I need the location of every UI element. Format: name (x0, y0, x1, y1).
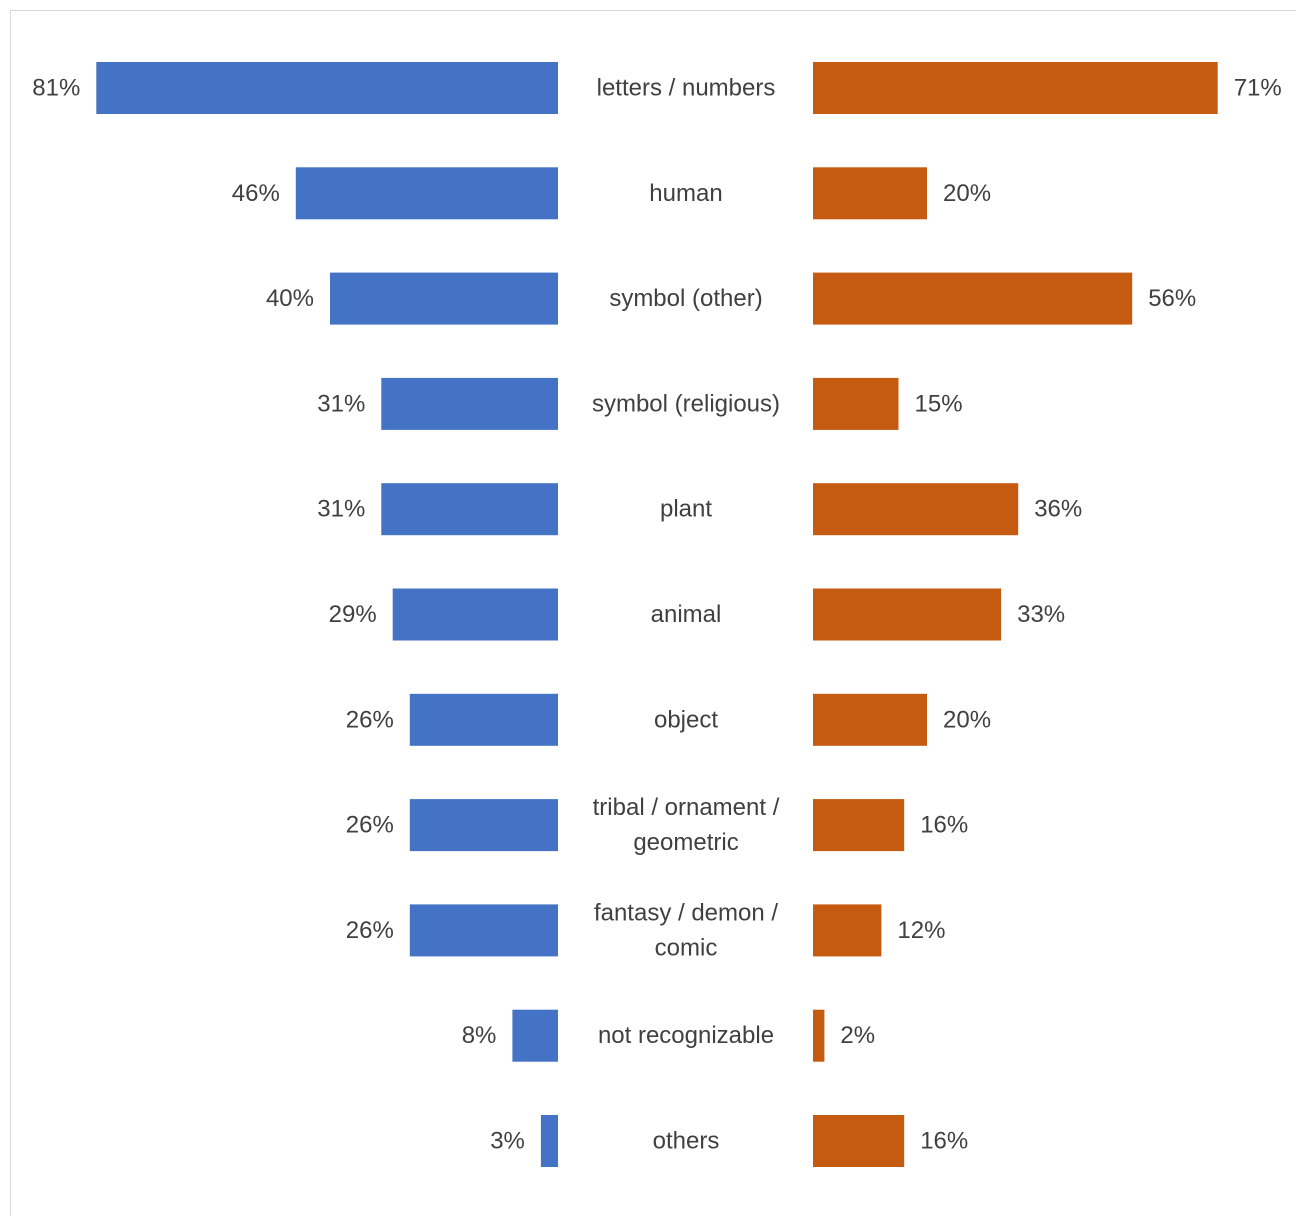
right-value-label: 56% (1148, 285, 1196, 312)
left-value-label: 3% (490, 1128, 525, 1155)
category-label: comic (655, 934, 718, 961)
right-value-label: 20% (943, 706, 991, 733)
right-bar (813, 167, 927, 220)
category-label: tribal / ornament / (593, 794, 780, 821)
category-label: animal (651, 601, 722, 628)
category-label: symbol (other) (609, 285, 762, 312)
left-bar (409, 799, 558, 852)
left-value-label: 26% (346, 706, 394, 733)
category-labels: letters / numbers human symbol (other) symb… (592, 75, 780, 1155)
right-bar (813, 904, 882, 957)
category-label: object (654, 706, 718, 733)
left-value-label: 81% (32, 75, 80, 102)
left-bar (409, 904, 558, 957)
left-value-label: 26% (346, 812, 394, 839)
right-value-label: 12% (897, 917, 945, 944)
left-bar (381, 483, 558, 536)
category-label: plant (660, 496, 712, 523)
right-value-label: 33% (1017, 601, 1065, 628)
left-value-label: 8% (462, 1022, 497, 1049)
right-series-bars (813, 62, 1218, 1167)
right-bar (813, 62, 1218, 114)
right-value-label: 71% (1234, 75, 1282, 102)
left-value-label: 46% (232, 180, 280, 207)
right-bar (813, 799, 905, 852)
right-bar (813, 1115, 905, 1167)
right-bar (813, 377, 899, 430)
right-bar (813, 483, 1019, 536)
right-bar (813, 272, 1133, 325)
left-bar (295, 167, 558, 220)
category-label: symbol (religious) (592, 390, 780, 417)
left-value-label: 29% (329, 601, 377, 628)
right-value-label: 36% (1034, 496, 1082, 523)
left-value-label: 26% (346, 917, 394, 944)
right-bar (813, 1009, 825, 1062)
right-value-label: 15% (915, 390, 963, 417)
left-series-bars (96, 62, 559, 1167)
right-value-label: 16% (920, 812, 968, 839)
left-bar (540, 1115, 558, 1167)
left-bar (96, 62, 559, 114)
category-label: geometric (633, 829, 738, 856)
data-labels: 81% 71% 46% 20% 40% 56% 31% 15% 31% 36% 29% 33% 26% 2… (32, 75, 1281, 1155)
right-value-label: 2% (840, 1022, 875, 1049)
right-value-label: 20% (943, 180, 991, 207)
left-bar (330, 272, 558, 325)
right-value-label: 16% (920, 1128, 968, 1155)
right-bar (813, 693, 927, 746)
left-bar (512, 1009, 558, 1062)
right-bar (813, 588, 1002, 641)
category-label: not recognizable (598, 1022, 774, 1049)
category-label: fantasy / demon / (594, 899, 778, 926)
left-value-label: 31% (317, 390, 365, 417)
chart-frame (10, 10, 1296, 1216)
left-bar (392, 588, 558, 641)
left-value-label: 40% (266, 285, 314, 312)
category-label: others (653, 1128, 720, 1155)
category-label: letters / numbers (597, 75, 776, 102)
left-bar (381, 377, 558, 430)
left-bar (409, 693, 558, 746)
left-value-label: 31% (317, 496, 365, 523)
category-label: human (649, 180, 722, 207)
